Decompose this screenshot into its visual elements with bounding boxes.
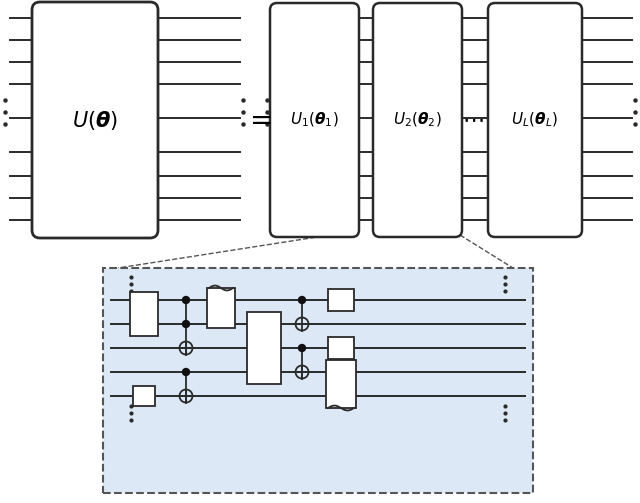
Bar — [133, 386, 155, 406]
FancyBboxPatch shape — [488, 3, 582, 237]
Bar — [247, 312, 281, 384]
Text: $U_1(\boldsymbol{\theta}_1)$: $U_1(\boldsymbol{\theta}_1)$ — [290, 111, 339, 129]
Circle shape — [298, 345, 305, 352]
FancyBboxPatch shape — [103, 268, 533, 493]
Circle shape — [182, 320, 189, 327]
Text: $U_2(\boldsymbol{\theta}_2)$: $U_2(\boldsymbol{\theta}_2)$ — [393, 111, 442, 129]
Bar — [207, 288, 235, 328]
Bar — [326, 360, 356, 408]
FancyBboxPatch shape — [32, 2, 158, 238]
Text: $U_L(\boldsymbol{\theta}_L)$: $U_L(\boldsymbol{\theta}_L)$ — [511, 111, 559, 129]
Bar — [130, 292, 158, 336]
Bar — [328, 289, 354, 311]
Text: $\cdots$: $\cdots$ — [462, 109, 484, 129]
FancyBboxPatch shape — [270, 3, 359, 237]
Bar — [328, 337, 354, 359]
Text: $=$: $=$ — [244, 105, 272, 133]
FancyBboxPatch shape — [373, 3, 462, 237]
Text: $U(\boldsymbol{\theta})$: $U(\boldsymbol{\theta})$ — [72, 109, 118, 131]
Circle shape — [182, 369, 189, 376]
Circle shape — [182, 296, 189, 303]
Circle shape — [298, 296, 305, 303]
